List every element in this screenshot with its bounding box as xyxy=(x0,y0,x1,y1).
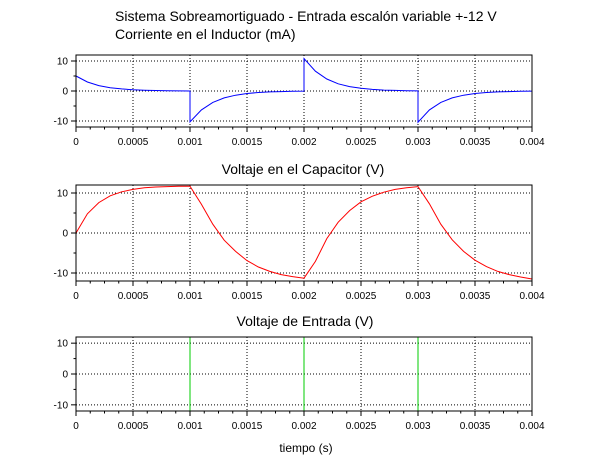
input-y-tick-label: -10 xyxy=(54,400,69,411)
capacitor-y-tick-label: -10 xyxy=(54,269,69,280)
input-x-tick-label: 0.004 xyxy=(519,421,544,432)
capacitor-x-tick-label: 0 xyxy=(73,291,79,302)
current-y-tick-label: 10 xyxy=(57,57,69,68)
current-x-tick-label: 0.0005 xyxy=(118,137,149,148)
capacitor-x-tick-label: 0.0035 xyxy=(460,291,491,302)
input-series-line xyxy=(76,336,532,412)
capacitor-x-tick-label: 0.0015 xyxy=(232,291,263,302)
current-series-line xyxy=(75,57,533,124)
capacitor-y-tick-label: 0 xyxy=(62,229,68,240)
current-x-tick-label: 0 xyxy=(73,137,79,148)
current-y-tick-label: -10 xyxy=(54,117,69,128)
capacitor-x-tick-label: 0.0025 xyxy=(346,291,377,302)
input-x-tick-label: 0.0005 xyxy=(118,421,149,432)
input-x-tick-label: 0.0035 xyxy=(460,421,491,432)
current-x-tick-label: 0.0025 xyxy=(346,137,377,148)
capacitor-x-tick-label: 0.001 xyxy=(177,291,202,302)
current-x-tick-label: 0.002 xyxy=(291,137,316,148)
capacitor-voltage-panel: 0 0.0005 0.001 0.0015 0.002 0.0025 0.003 0.0035… xyxy=(54,184,545,302)
inductor-current-panel: 0 0.0005 0.001 0.0015 0.002 0.0025 0.003 0.0035… xyxy=(54,54,545,148)
input-x-tick-label: 0.002 xyxy=(291,421,316,432)
x-axis-label: tiempo (s) xyxy=(279,441,332,455)
input-voltage-title: Voltaje de Entrada (V) xyxy=(237,313,374,329)
current-x-tick-label: 0.004 xyxy=(519,137,544,148)
input-y-tick-label: 10 xyxy=(57,339,69,350)
capacitor-x-tick-label: 0.003 xyxy=(405,291,430,302)
current-x-tick-label: 0.0035 xyxy=(460,137,491,148)
input-x-tick-label: 0.001 xyxy=(177,421,202,432)
capacitor-x-tick-label: 0.004 xyxy=(519,291,544,302)
input-x-tick-label: 0.0025 xyxy=(346,421,377,432)
input-x-tick-label: 0.0015 xyxy=(232,421,263,432)
capacitor-voltage-title: Voltaje en el Capacitor (V) xyxy=(222,161,385,177)
current-x-tick-label: 0.001 xyxy=(177,137,202,148)
capacitor-y-tick-label: 10 xyxy=(57,189,69,200)
inductor-current-subtitle: Corriente en el Inductor (mA) xyxy=(115,26,296,42)
input-x-tick-label: 0.003 xyxy=(405,421,430,432)
capacitor-x-tick-label: 0.002 xyxy=(291,291,316,302)
current-x-tick-label: 0.003 xyxy=(405,137,430,148)
capacitor-series-line xyxy=(75,185,533,280)
figure-title: Sistema Sobreamortiguado - Entrada escal… xyxy=(115,8,497,24)
input-voltage-panel: 0 0.0005 0.001 0.0015 0.002 0.0025 0.003 0.0035… xyxy=(54,336,545,432)
input-y-tick-label: 0 xyxy=(62,370,68,381)
current-x-tick-label: 0.0015 xyxy=(232,137,263,148)
capacitor-x-tick-label: 0.0005 xyxy=(118,291,149,302)
input-x-tick-label: 0 xyxy=(73,421,79,432)
current-y-tick-label: 0 xyxy=(62,87,68,98)
